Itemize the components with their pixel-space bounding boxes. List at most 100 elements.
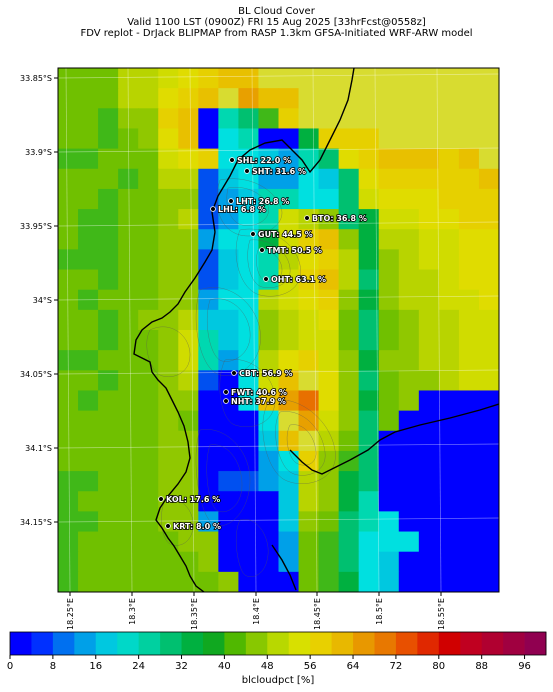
grid-cell — [198, 168, 219, 190]
grid-cell — [258, 551, 280, 573]
grid-cell — [58, 511, 79, 533]
grid-cell — [258, 330, 280, 351]
grid-cell — [138, 330, 159, 351]
grid-cell — [278, 370, 300, 392]
grid-cell — [198, 128, 219, 150]
grid-cell — [458, 229, 480, 250]
station-sht[interactable]: SHT: 31.6 % — [244, 166, 307, 177]
longitude-tick-label: 18.45°E — [313, 598, 322, 630]
grid-cell — [438, 571, 460, 592]
station-label: SHT: 31.6 % — [252, 167, 306, 176]
grid-cell — [438, 289, 460, 311]
grid-cell — [258, 370, 280, 392]
grid-cell — [198, 571, 219, 592]
station-bto[interactable]: BTO: 36.8 % — [304, 213, 368, 224]
grid-cell — [478, 289, 499, 311]
grid-cell — [418, 209, 440, 230]
colorbar-segment — [374, 632, 397, 655]
grid-cell — [318, 390, 340, 412]
grid-cell — [218, 430, 240, 452]
grid-cell — [358, 309, 380, 331]
grid-cell — [78, 330, 99, 351]
grid-cell — [298, 491, 320, 512]
station-gut[interactable]: GUT: 44.5 % — [250, 229, 313, 240]
grid-cell — [458, 430, 480, 452]
grid-cell — [238, 350, 260, 371]
grid-cell — [398, 531, 420, 553]
grid-cell — [58, 571, 79, 592]
grid-cell — [278, 269, 300, 291]
grid-cell — [218, 209, 240, 230]
latitude-tick-label: 34.1°S — [25, 444, 52, 453]
grid-cell — [78, 148, 99, 170]
grid-cell — [158, 309, 179, 331]
grid-cell — [298, 249, 320, 271]
grid-cell — [78, 491, 99, 512]
grid-cell — [98, 390, 119, 412]
station-marker — [250, 231, 256, 237]
cloud-cover-raster — [58, 68, 499, 592]
station-kol[interactable]: KOL: 17.6 % — [158, 494, 221, 505]
grid-cell — [98, 269, 119, 291]
grid-cell — [238, 148, 260, 170]
grid-cell — [338, 511, 360, 533]
grid-cell — [158, 491, 179, 512]
grid-cell — [58, 370, 79, 392]
grid-cell — [98, 168, 119, 190]
grid-cell — [418, 511, 440, 533]
grid-cell — [478, 88, 499, 109]
grid-cell — [138, 108, 159, 130]
grid-cell — [338, 68, 360, 89]
grid-cell — [98, 571, 119, 592]
grid-cell — [158, 370, 179, 392]
grid-cell — [458, 450, 480, 472]
grid-cell — [158, 108, 179, 130]
grid-cell — [458, 289, 480, 311]
grid-cell — [358, 108, 380, 130]
station-marker — [223, 398, 229, 404]
grid-cell — [258, 491, 280, 512]
station-shl[interactable]: SHL: 22.0 % — [229, 155, 292, 166]
grid-cell — [418, 68, 440, 89]
longitude-tick-label: 18.25°E — [66, 598, 75, 630]
grid-cell — [438, 148, 460, 170]
grid-cell — [198, 148, 219, 170]
grid-cell — [238, 531, 260, 553]
grid-cell — [58, 108, 79, 130]
grid-cell — [358, 289, 380, 311]
colorbar-segment — [52, 632, 75, 655]
grid-cell — [478, 350, 499, 371]
grid-cell — [78, 108, 99, 130]
grid-cell — [98, 430, 119, 452]
grid-cell — [418, 430, 440, 452]
grid-cell — [158, 410, 179, 432]
station-krt[interactable]: KRT: 8.0 % — [165, 521, 222, 532]
station-marker — [259, 247, 265, 253]
grid-cell — [138, 289, 159, 311]
station-cbt[interactable]: CBT: 56.9 % — [231, 368, 293, 379]
grid-cell — [438, 450, 460, 472]
station-lht[interactable]: LHT: 26.8 % — [228, 196, 290, 207]
grid-cell — [238, 289, 260, 311]
grid-cell — [98, 531, 119, 553]
grid-cell — [98, 88, 119, 109]
station-fwt[interactable]: FWT: 40.6 % — [223, 387, 288, 398]
grid-cell — [378, 128, 400, 150]
grid-cell — [478, 128, 499, 150]
grid-cell — [78, 88, 99, 109]
longitude-tick-label: 18.4°E — [252, 598, 261, 625]
station-label: FWT: 40.6 % — [231, 388, 287, 397]
grid-cell — [58, 551, 79, 573]
station-oht[interactable]: OHT: 63.1 % — [263, 274, 327, 285]
grid-cell — [478, 209, 499, 230]
grid-cell — [338, 128, 360, 150]
station-nht[interactable]: NHT: 37.9 % — [223, 396, 287, 407]
grid-cell — [178, 350, 199, 371]
grid-cell — [458, 551, 480, 573]
grid-cell — [198, 370, 219, 392]
grid-cell — [118, 491, 139, 512]
station-lhl[interactable]: LHL: 6.8 % — [210, 204, 267, 215]
grid-cell — [78, 410, 99, 432]
grid-cell — [478, 108, 499, 130]
station-tmt[interactable]: TMT: 50.5 % — [259, 245, 323, 256]
